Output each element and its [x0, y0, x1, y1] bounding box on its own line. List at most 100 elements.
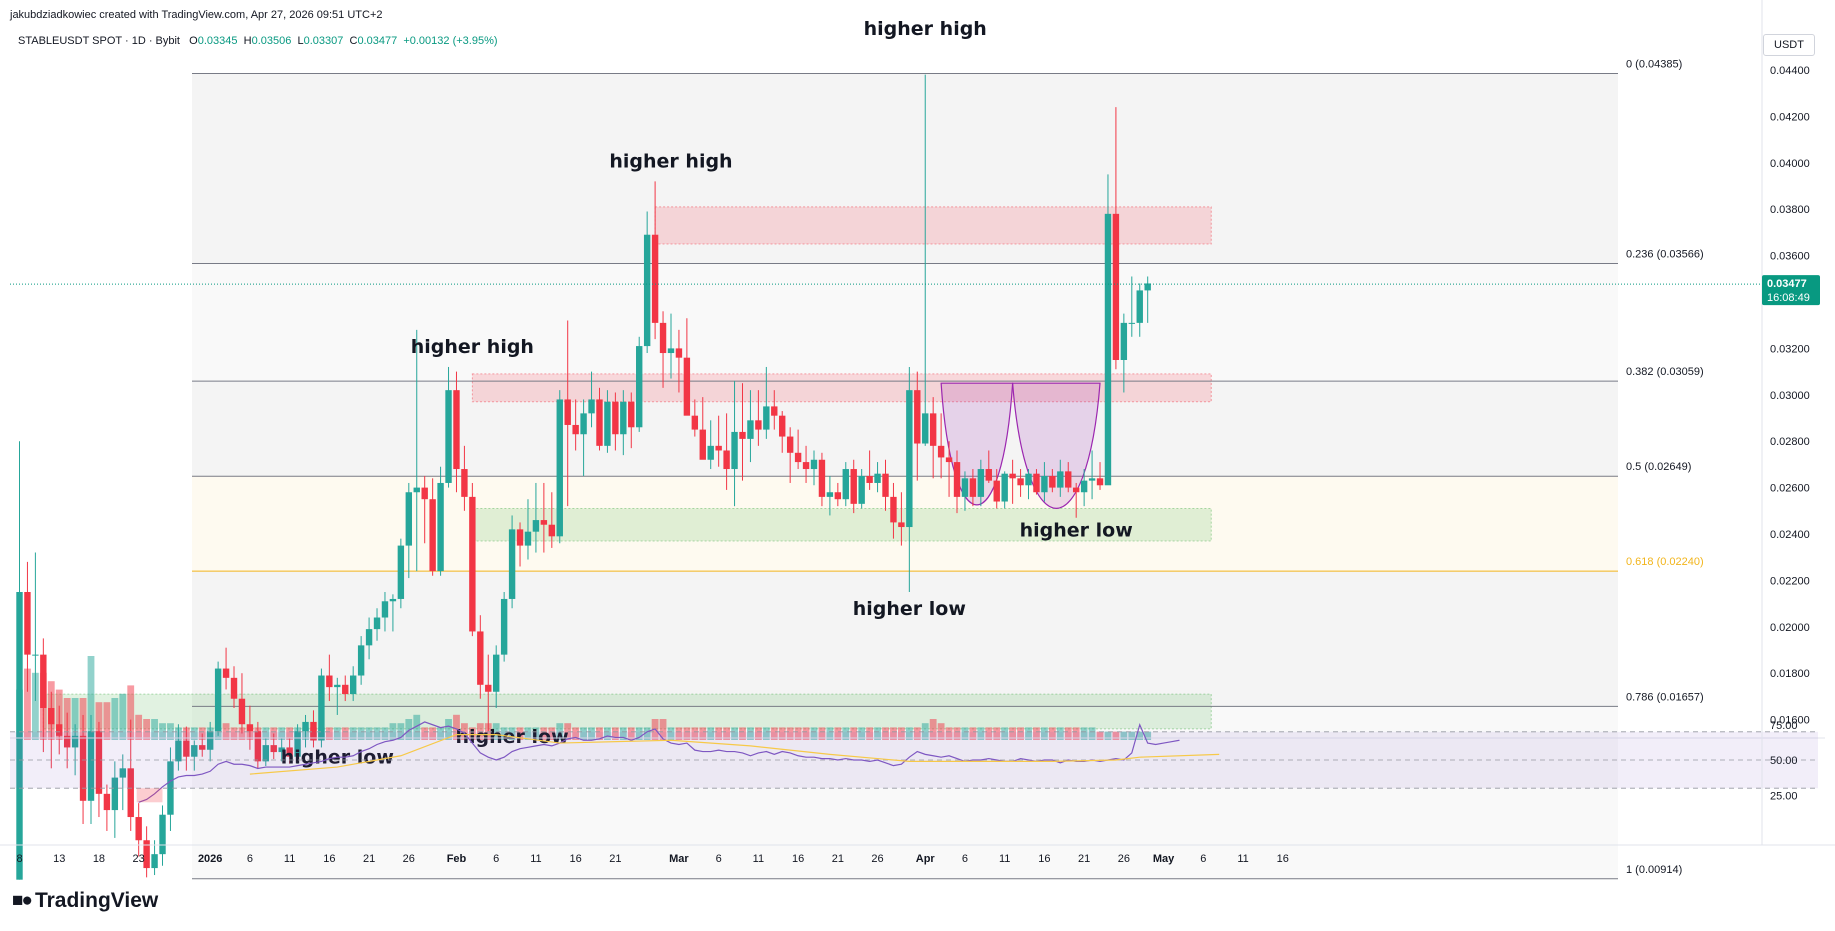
- volume-bar: [683, 727, 691, 740]
- time-tick-label: 6: [962, 853, 968, 865]
- candle-body: [596, 399, 603, 446]
- volume-bar: [1112, 731, 1120, 740]
- volume-bar: [71, 698, 79, 740]
- candle-body: [604, 401, 611, 446]
- annotation-label: higher high: [864, 18, 987, 40]
- candle-body: [183, 740, 190, 757]
- currency-unit-button[interactable]: USDT: [1763, 34, 1815, 56]
- fib-band: [192, 571, 1618, 707]
- candle-body: [1144, 283, 1151, 291]
- volume-bar: [341, 727, 349, 740]
- candle-body: [643, 234, 651, 347]
- symbol-label[interactable]: STABLEUSDT SPOT · 1D · Bybit: [18, 35, 180, 47]
- candle-body: [1057, 471, 1064, 488]
- volume-bar: [421, 727, 429, 740]
- candle-body: [977, 469, 985, 497]
- candle-body: [763, 406, 770, 430]
- candle-body: [699, 429, 706, 460]
- candle-body: [898, 522, 905, 528]
- resistance-zone: [654, 206, 1212, 245]
- candle-body: [278, 747, 285, 753]
- close-value: 0.03477: [357, 35, 398, 47]
- price-chart[interactable]: 0 (0.04385) 0.236 (0.03566) 0.382 (0.03059…: [0, 0, 1835, 880]
- volume-bar: [151, 719, 158, 740]
- author-line: jakubdziadkowiec created with TradingVie…: [10, 9, 383, 21]
- candle-body: [167, 761, 174, 815]
- candle-body: [206, 731, 214, 750]
- time-tick-label: 16: [1277, 853, 1289, 865]
- time-tick-label: 11: [1237, 853, 1248, 865]
- candle-body: [373, 617, 381, 630]
- candle-body: [334, 684, 341, 688]
- candle-body: [127, 768, 134, 818]
- candle-body: [747, 420, 754, 439]
- currency-unit-label: USDT: [1774, 39, 1804, 51]
- time-tick-label: 2026: [198, 853, 222, 865]
- volume-bar: [635, 727, 643, 740]
- fib-band: [192, 263, 1618, 382]
- candle-body: [119, 768, 126, 778]
- time-tick-label: 8: [16, 853, 22, 865]
- time-tick-label: 26: [1118, 853, 1130, 865]
- candle-body: [755, 420, 762, 430]
- volume-bar: [357, 727, 365, 740]
- volume-bar: [802, 727, 810, 740]
- candle-body: [270, 745, 277, 753]
- volume-bar: [667, 727, 675, 740]
- volume-bar: [929, 719, 937, 740]
- annotation-label: higher low: [1020, 519, 1133, 541]
- volume-bar: [731, 727, 738, 740]
- price-tick-label: 0.04200: [1770, 111, 1810, 123]
- volume-bar: [715, 727, 723, 740]
- volume-bar: [349, 727, 357, 740]
- volume-bar: [770, 727, 778, 740]
- candle-body: [71, 735, 79, 748]
- change-value: +0.00132 (+3.95%): [403, 35, 498, 47]
- candle-body: [16, 592, 23, 880]
- volume-bar: [373, 727, 381, 740]
- candle-body: [620, 401, 627, 435]
- candle-body: [230, 677, 238, 699]
- volume-bar: [611, 727, 619, 740]
- volume-bar: [405, 719, 413, 740]
- volume-bar: [1009, 727, 1017, 740]
- volume-bar: [540, 727, 548, 740]
- time-tick-label: 11: [530, 853, 541, 865]
- candle-body: [485, 684, 492, 692]
- price-tick-label: 0.03000: [1770, 390, 1810, 402]
- volume-bar: [596, 727, 603, 740]
- time-tick-label: 6: [247, 853, 253, 865]
- volume-bar: [969, 727, 977, 740]
- volume-bar: [1120, 731, 1128, 740]
- candle-body: [588, 399, 595, 414]
- volume-bar: [580, 727, 587, 740]
- volume-bar: [643, 727, 651, 740]
- volume-bar: [882, 727, 889, 740]
- candle-body: [326, 675, 333, 688]
- candle-body: [429, 499, 436, 572]
- fib-level-label: 0.382 (0.03059): [1626, 366, 1704, 378]
- candle-body: [1096, 478, 1104, 486]
- candle-body: [95, 731, 103, 794]
- candle-body: [969, 478, 977, 497]
- volume-bar: [866, 727, 874, 740]
- volume-bar: [1025, 727, 1032, 740]
- time-tick-label: Feb: [447, 853, 467, 865]
- annotation-label: higher high: [609, 150, 732, 172]
- candle-body: [953, 462, 961, 497]
- tradingview-logo[interactable]: ■● TradingView: [12, 889, 158, 913]
- candle-body: [1080, 480, 1088, 493]
- volume-bar: [699, 727, 707, 740]
- candle-body: [1001, 473, 1008, 502]
- candle-body: [890, 496, 897, 523]
- volume-bar: [564, 723, 572, 740]
- candle-body: [389, 598, 397, 602]
- rsi-tick-label: 50.00: [1770, 755, 1798, 767]
- candle-body: [826, 492, 834, 497]
- candle-body: [262, 745, 269, 762]
- candle-body: [715, 445, 722, 451]
- candle-body: [651, 234, 659, 323]
- candle-body: [1049, 476, 1056, 488]
- candle-body: [1065, 471, 1072, 488]
- candle-body: [906, 390, 913, 528]
